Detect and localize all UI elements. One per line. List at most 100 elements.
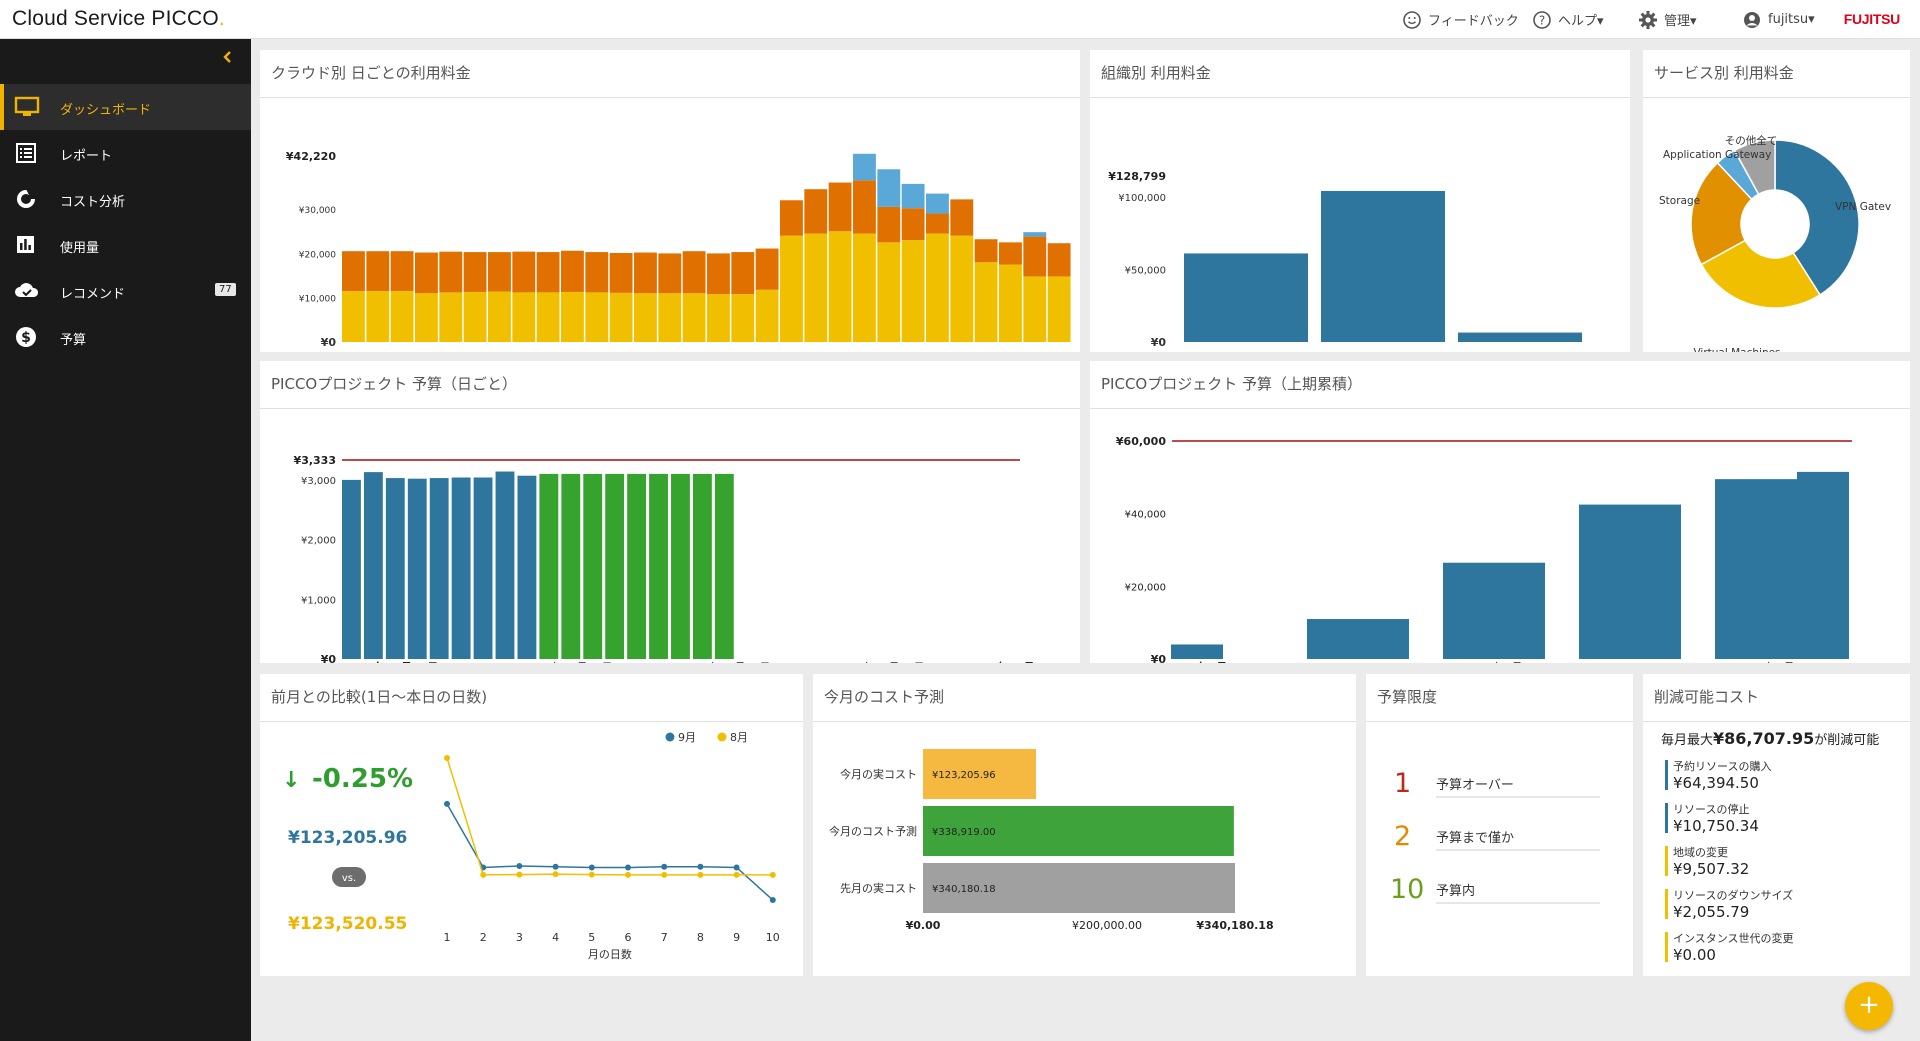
bar-segment	[780, 235, 803, 342]
smiley-icon	[1403, 10, 1421, 29]
budget-daily-chart: ¥3,333 ¥1,000 ¥2,000 ¥3,000 ¥0 2018年10月01日 201…	[294, 454, 1058, 663]
sidebar-item-recommend[interactable]: レコメンド 77	[0, 268, 251, 314]
y-tick-label: ¥50,000	[1125, 265, 1166, 276]
bar	[363, 472, 383, 659]
bar	[517, 475, 537, 659]
x-tick-label: ¥200,000.00	[1072, 919, 1142, 932]
y-tick-label: ¥20,000	[1125, 582, 1166, 593]
y-tick-label: ¥0	[321, 653, 337, 663]
savings-item-bar	[1665, 932, 1668, 962]
savings-item-label: リソースの停止	[1673, 802, 1749, 816]
savings-item-bar	[1665, 760, 1668, 790]
sidebar-item-label: コスト分析	[60, 195, 126, 210]
x-tick-label: 2018年11月30E	[967, 660, 1058, 663]
data-point	[769, 871, 776, 878]
y-tick-label: ¥3,000	[301, 476, 336, 487]
bar-segment	[439, 251, 463, 293]
sidebar-item-cost-analysis[interactable]: コスト分析	[0, 176, 251, 222]
admin-menu[interactable]: 管理▾	[1638, 0, 1697, 39]
data-point	[444, 754, 450, 761]
recommend-count-badge: 77	[215, 283, 236, 296]
data-point	[769, 897, 776, 904]
x-tick-label: 7	[661, 931, 668, 944]
data-point	[697, 863, 704, 870]
panel-title: 前月との比較(1日～本日の日数)	[271, 688, 488, 706]
bar-segment	[926, 233, 949, 342]
bar-segment	[609, 252, 633, 293]
bar-segment	[512, 251, 536, 293]
help-menu[interactable]: ? ヘルプ▾	[1532, 0, 1604, 39]
feedback-button[interactable]: フィードバック	[1402, 0, 1519, 39]
x-tick-label: 2018年8月	[1738, 660, 1795, 663]
add-widget-button[interactable]: +	[1845, 982, 1893, 1030]
change-percent: -0.25%	[312, 764, 413, 794]
service-cost-panel: サービス別 利用料金 VPN Gatev Virtual Machines Stor…	[1643, 50, 1910, 352]
last-month-total: ¥123,520.55	[288, 914, 407, 934]
bar	[1321, 191, 1445, 342]
x-tick-label: 2018年6月	[1466, 660, 1523, 663]
bar	[407, 478, 427, 659]
savings-item-bar	[1665, 846, 1668, 876]
user-menu[interactable]: fujitsu▾	[1742, 0, 1815, 39]
data-point	[661, 863, 668, 870]
panel-title: 組織別 利用料金	[1101, 64, 1211, 82]
savings-headline: 毎月最大¥86,707.95が削減可能	[1661, 729, 1879, 748]
monitor-icon	[14, 96, 40, 116]
savings-item-bar	[1665, 889, 1668, 919]
bar-segment	[901, 208, 925, 241]
bar-segment	[877, 242, 901, 342]
bar	[627, 473, 647, 659]
bar-segment	[1047, 243, 1071, 277]
bar-segment	[926, 213, 949, 234]
bar-segment	[999, 264, 1022, 342]
savings-prefix: 毎月最大	[1661, 732, 1713, 748]
savings-item-label: インスタンス世代の変更	[1673, 931, 1794, 945]
compare-panel: 前月との比較(1日～本日の日数) ↓ -0.25% ¥123,205.96 vs. ¥1…	[260, 674, 803, 976]
sidebar-item-budget[interactable]: $ 予算	[0, 314, 251, 360]
bar-segment	[755, 248, 779, 290]
bar	[692, 473, 712, 659]
donut-slice	[1690, 161, 1753, 266]
bar	[1458, 332, 1582, 342]
sidebar-item-dashboard[interactable]: ダッシュボード	[0, 84, 251, 130]
bar	[923, 806, 1234, 856]
help-icon: ?	[1533, 10, 1551, 29]
bar-segment	[999, 242, 1022, 265]
y-tick-label: ¥0	[1151, 336, 1167, 349]
bar-segment	[731, 294, 755, 342]
bar-segment	[1047, 276, 1071, 342]
bar-segment	[950, 199, 974, 236]
data-point	[552, 863, 559, 870]
bar	[714, 473, 734, 659]
bar-segment	[682, 293, 706, 342]
sidebar-item-report[interactable]: レポート	[0, 130, 251, 176]
sidebar-item-usage[interactable]: 使用量	[0, 222, 251, 268]
bar-segment	[950, 235, 974, 342]
x-tick-label: 2018年4月	[1167, 660, 1227, 663]
bar	[473, 477, 493, 659]
org-cost-panel: 組織別 利用料金 ¥128,799¥0¥50,000¥100,0001開発部サポ…	[1090, 50, 1630, 352]
bar	[539, 473, 559, 659]
chevron-left-icon[interactable]	[218, 47, 238, 67]
data-point	[480, 871, 487, 878]
x-tick-label: 3	[516, 931, 523, 944]
sidebar-item-label: ダッシュボード	[60, 103, 152, 118]
y-tick-label: ¥100,000	[1118, 193, 1166, 204]
data-point	[733, 871, 740, 878]
bar-segment	[585, 292, 609, 342]
slice-label: VPN Gatev	[1835, 201, 1891, 213]
donut-slice	[1733, 139, 1776, 196]
budget-cumulative-chart: ¥0¥20,000¥40,000¥60,0002018年4月2018年5月201…	[1116, 435, 1852, 663]
bar-segment	[366, 291, 390, 342]
y-tick-label: ¥0	[1151, 653, 1167, 663]
bar-segment	[707, 253, 730, 295]
y-category-label: 今月の実コスト	[840, 767, 917, 781]
bar	[429, 478, 449, 659]
bar-segment	[1023, 232, 1047, 237]
app-logo[interactable]: Cloud Service PICCO.	[12, 7, 225, 30]
bar-segment	[853, 153, 876, 181]
legend-label: 8月	[730, 731, 748, 744]
bar	[1443, 562, 1545, 659]
limit-count: 10	[1390, 874, 1424, 905]
